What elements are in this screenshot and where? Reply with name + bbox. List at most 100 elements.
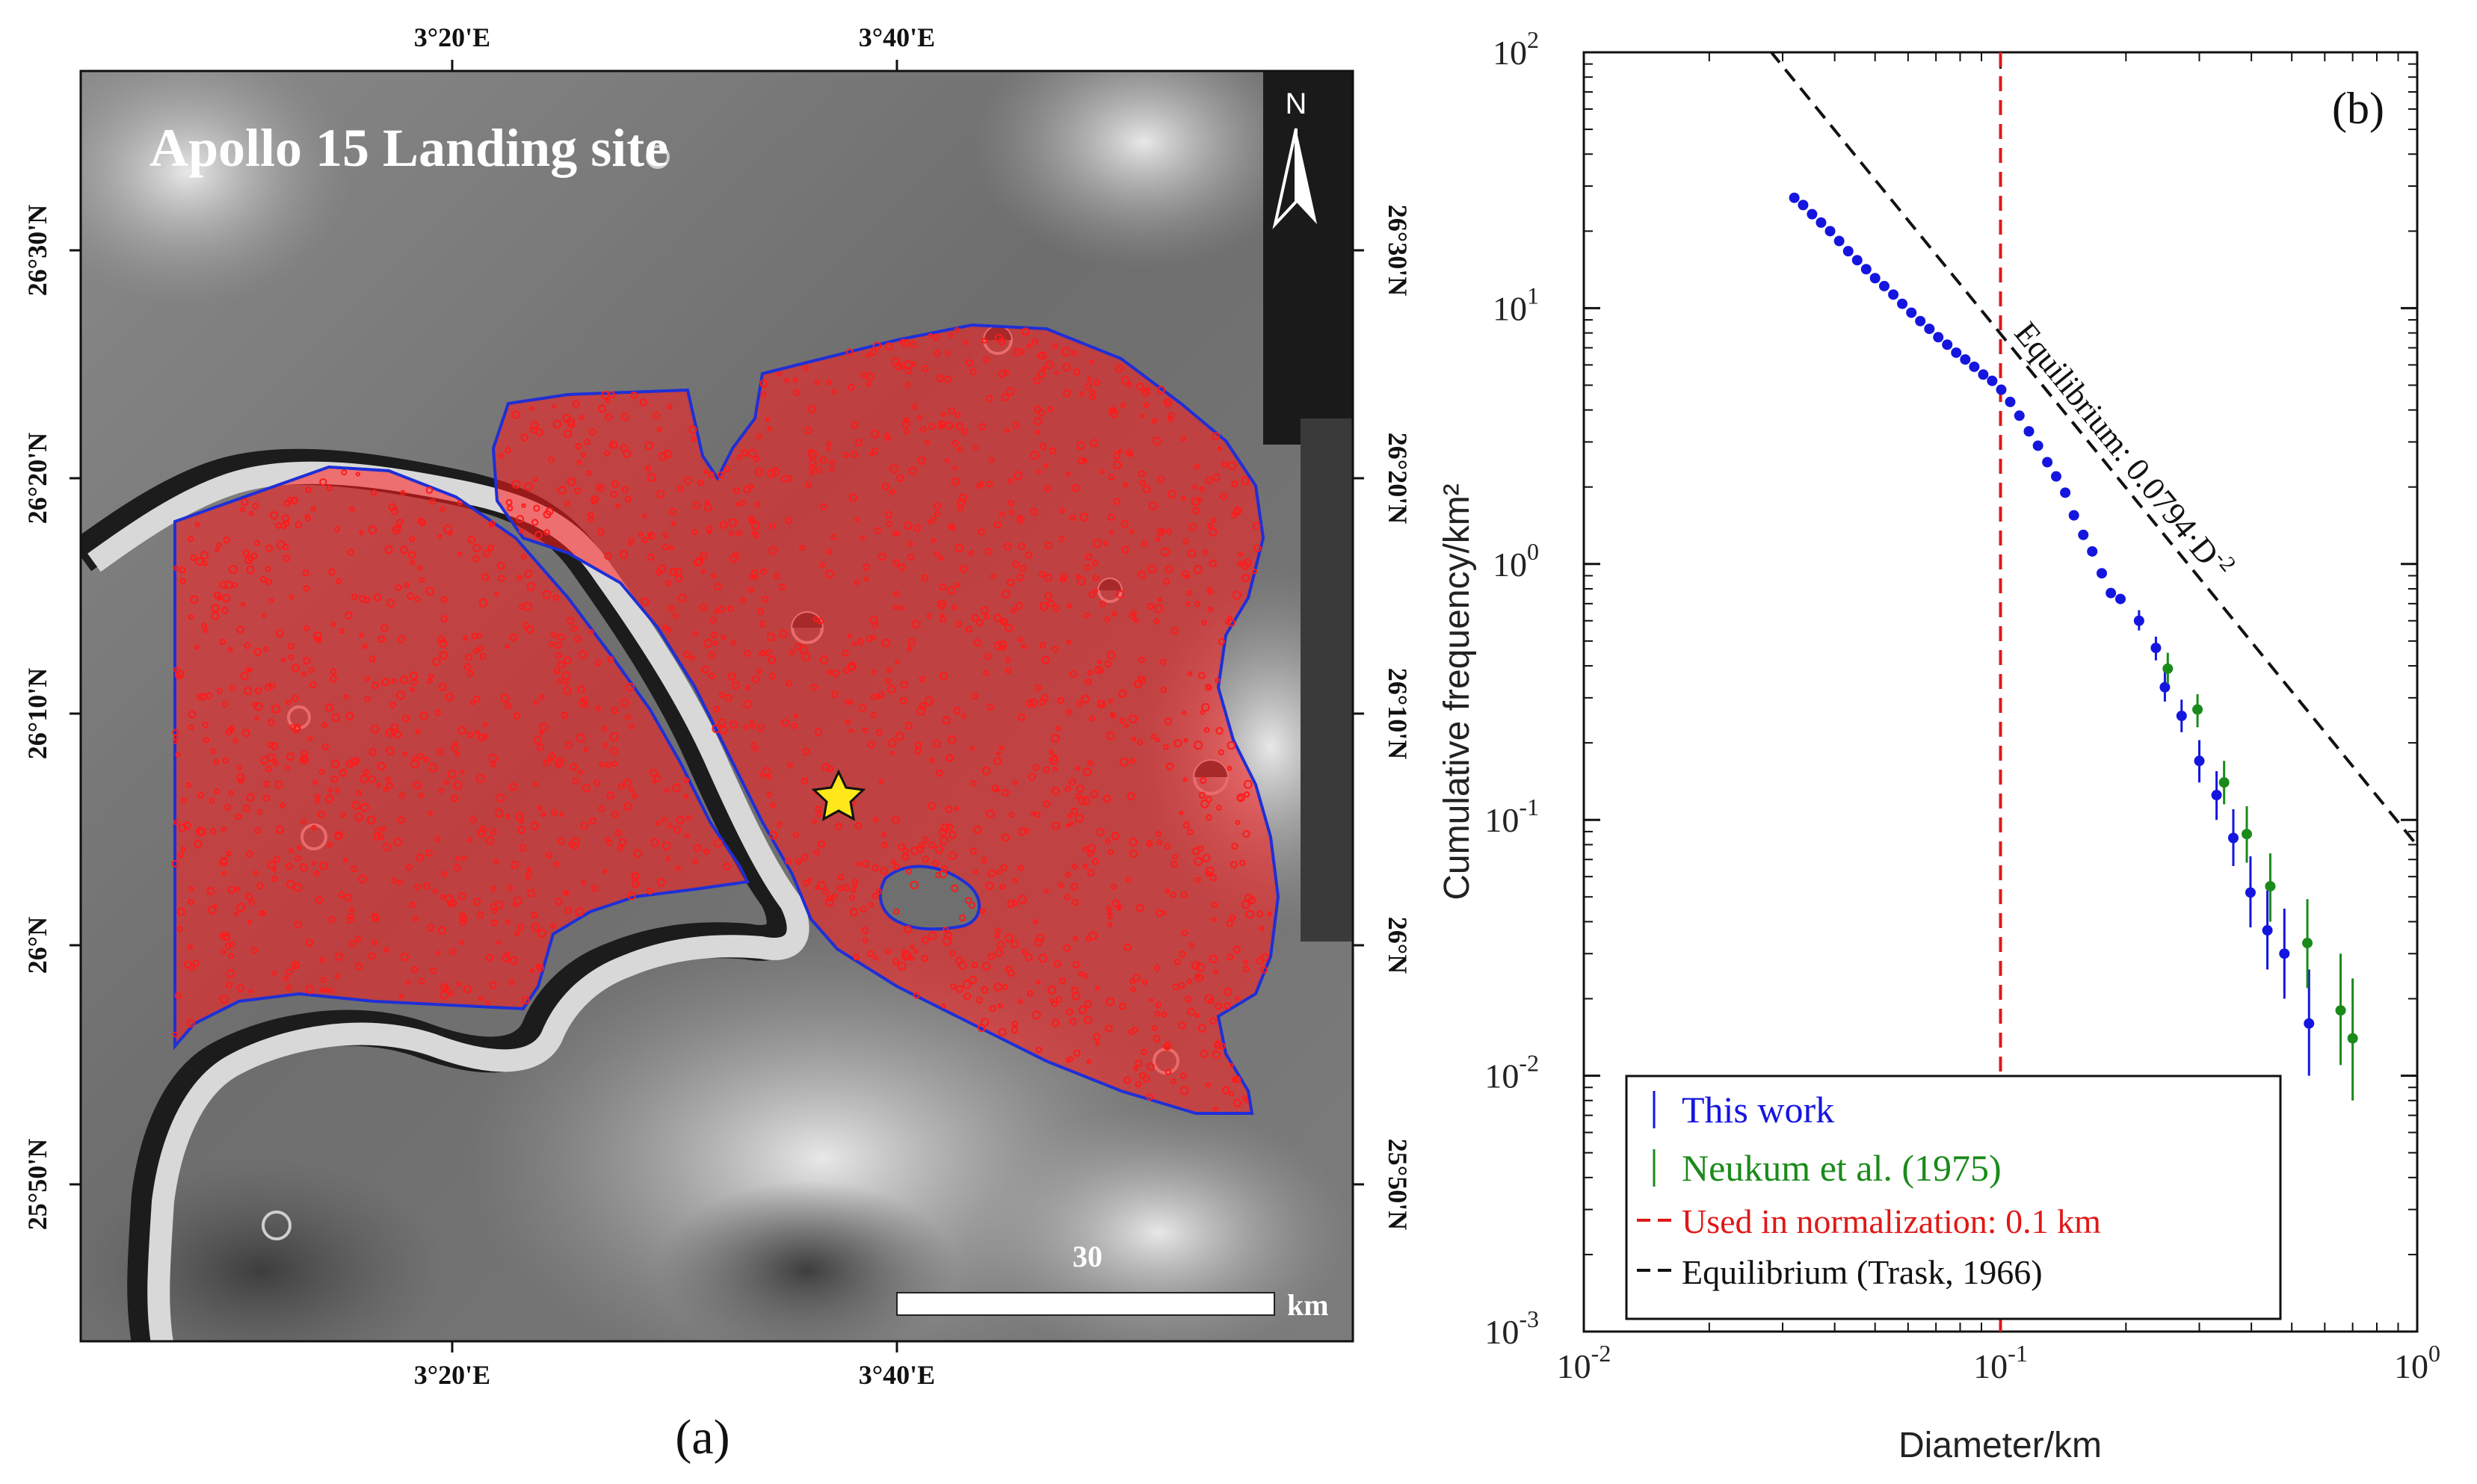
crater-mark (570, 763, 578, 771)
crater-mark (1191, 961, 1200, 970)
crater-mark (555, 652, 562, 659)
crater-mark (1153, 436, 1162, 446)
crater-mark (860, 371, 867, 378)
crater-mark (1002, 788, 1009, 797)
crater-mark (463, 663, 472, 671)
crater-mark (1095, 1040, 1100, 1045)
crater-mark (493, 859, 499, 864)
crater-mark (900, 338, 906, 345)
crater-mark (1095, 986, 1100, 991)
crater-mark (1194, 877, 1201, 883)
crater-mark (1167, 489, 1176, 499)
crater-mark (878, 552, 886, 561)
crater-mark (315, 637, 322, 643)
crater-mark (1161, 547, 1170, 557)
crater-mark (842, 649, 849, 657)
crater-mark (410, 678, 417, 686)
crater-mark (319, 957, 326, 963)
crater-mark (535, 963, 542, 970)
data-point (2032, 440, 2043, 451)
crater-mark (402, 714, 410, 723)
crater-mark (244, 687, 253, 696)
crater-mark (545, 852, 552, 859)
crater-mark (417, 565, 422, 571)
crater-mark (263, 646, 269, 652)
crater-mark (750, 723, 756, 729)
crater-mark (211, 604, 220, 613)
crater-mark (1196, 974, 1201, 980)
crater-mark (904, 521, 913, 530)
crater-mark (1156, 537, 1161, 542)
crater-mark (1142, 388, 1150, 397)
crater-mark (1205, 871, 1212, 877)
crater-mark (604, 552, 612, 560)
crater-mark (286, 968, 293, 976)
crater-mark (1150, 734, 1156, 740)
crater-mark (718, 605, 725, 613)
crater-mark (1138, 656, 1145, 664)
crater-mark (507, 885, 513, 891)
crater-mark (202, 560, 208, 566)
crater-mark (801, 853, 809, 862)
crater-mark (274, 780, 283, 789)
crater-mark (997, 1003, 1004, 1009)
crater-mark (609, 732, 619, 741)
map-right-tick: 26°30'N (1383, 205, 1413, 296)
crater-mark (235, 813, 242, 820)
crater-mark (216, 687, 223, 694)
crater-mark (439, 651, 448, 660)
data-point (2114, 593, 2126, 605)
crater-mark (1148, 501, 1158, 510)
crater-mark (954, 327, 960, 333)
crater-mark (991, 785, 999, 792)
map-left-tick: 26°20'N (22, 433, 52, 524)
crater-mark (1126, 877, 1132, 883)
crater-mark (1212, 432, 1221, 440)
crater-mark (1212, 968, 1218, 974)
crater-mark (509, 782, 518, 791)
crater-mark (770, 802, 776, 809)
crater-mark (477, 646, 484, 652)
crater-mark (292, 726, 300, 734)
crater-mark (246, 793, 255, 802)
crater-mark (1108, 914, 1113, 920)
crater-mark (472, 555, 480, 563)
crater-mark (175, 752, 181, 758)
crater-mark (913, 992, 920, 999)
crater-mark (1066, 1008, 1073, 1015)
crater-mark (449, 948, 457, 956)
crater-mark (1044, 888, 1049, 894)
crater-mark (537, 743, 545, 752)
crater-mark (668, 545, 674, 551)
data-point (2335, 1005, 2346, 1016)
crater-mark (848, 699, 854, 705)
crater-mark (940, 865, 948, 873)
crater-mark (416, 853, 424, 862)
crater-mark (750, 521, 760, 530)
crater-mark (366, 815, 376, 825)
crater-mark (1243, 959, 1249, 965)
crater-mark (686, 815, 691, 820)
crater-mark (486, 953, 494, 962)
crater-mark (815, 466, 823, 474)
crater-mark (590, 498, 597, 504)
crater-mark (1119, 717, 1126, 724)
crater-mark (829, 460, 836, 466)
crater-mark (881, 638, 890, 648)
crater-mark (221, 607, 229, 614)
crater-mark (837, 874, 845, 881)
crater-mark (919, 426, 927, 433)
crater-mark (1036, 980, 1041, 985)
crater-mark (942, 716, 951, 725)
crater-mark (851, 421, 859, 429)
crater-mark (1018, 894, 1027, 904)
crater-mark (814, 885, 819, 891)
crater-mark (570, 625, 578, 632)
crater-mark (708, 651, 716, 659)
data-point (1824, 226, 1836, 237)
crater-mark (1241, 900, 1250, 909)
crater-mark (1153, 965, 1161, 971)
crater-mark (303, 657, 311, 665)
crater-mark (208, 906, 217, 915)
crater-mark (987, 953, 996, 960)
